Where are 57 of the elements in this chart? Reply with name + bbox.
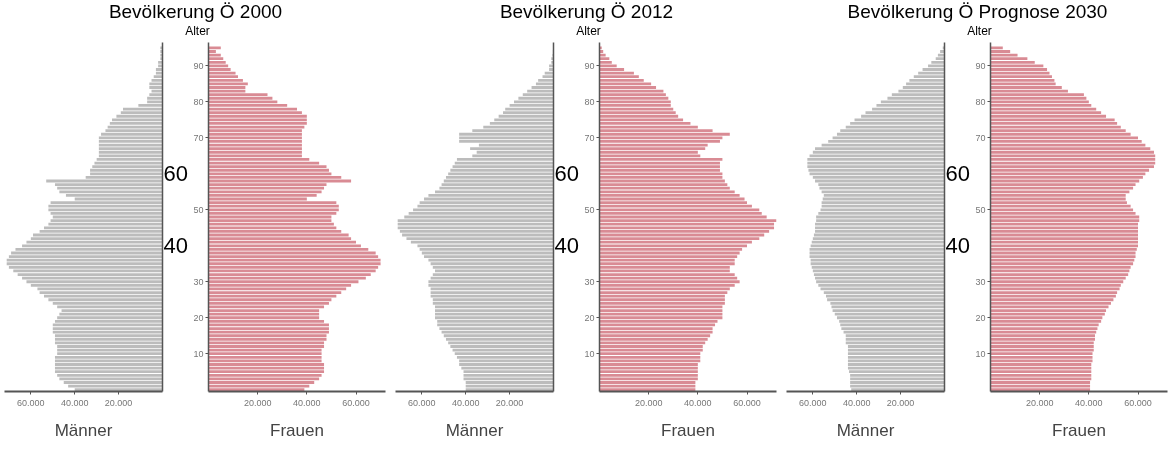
x-tick-label: 20.000 <box>634 397 663 408</box>
x-axis-title: Frauen <box>661 420 715 440</box>
y-tick-label: 80 <box>584 96 595 107</box>
x-tick-label: 60.000 <box>799 397 827 408</box>
y-axis-title: Alter <box>967 24 992 38</box>
x-tick-label: 20.000 <box>886 397 915 408</box>
x-tick-label: 60.000 <box>408 397 436 408</box>
y-tick-label: 40 <box>163 233 188 259</box>
y-tick-label: 30 <box>975 276 986 287</box>
x-axis-title: Frauen <box>270 420 324 440</box>
x-tick-label: 40.000 <box>684 397 712 408</box>
x-tick-label: 60.000 <box>342 397 370 408</box>
y-tick-label: 90 <box>584 60 595 71</box>
y-tick-label: 90 <box>193 60 204 71</box>
y-tick-label: 10 <box>975 348 986 359</box>
chart-title: Bevölkerung Ö Prognose 2030 <box>847 0 1108 24</box>
y-tick-label: 50 <box>975 204 986 215</box>
x-tick-label: 40.000 <box>842 397 871 408</box>
y-tick-label: 80 <box>975 96 986 107</box>
y-tick-label: 30 <box>193 276 204 287</box>
x-tick-label: 20.000 <box>1025 397 1054 408</box>
y-tick-label: 50 <box>584 204 595 215</box>
y-tick-label: 40 <box>554 233 579 259</box>
y-axis-title: Alter <box>185 24 210 38</box>
y-tick-label: 70 <box>193 132 204 143</box>
y-tick-label: 90 <box>975 60 986 71</box>
x-tick-label: 20.000 <box>243 397 272 408</box>
y-tick-label: 60 <box>945 161 970 187</box>
x-tick-label: 40.000 <box>60 397 89 408</box>
chart-title: Bevölkerung Ö 2000 <box>108 0 283 24</box>
x-tick-label: 60.000 <box>1124 397 1152 408</box>
x-axis-title: Frauen <box>1052 420 1106 440</box>
x-tick-label: 40.000 <box>293 397 321 408</box>
x-tick-label: 20.000 <box>104 397 133 408</box>
y-axis-title: Alter <box>576 24 601 38</box>
y-tick-label: 70 <box>584 132 595 143</box>
x-axis-title: Männer <box>54 420 113 440</box>
y-tick-label: 40 <box>945 233 970 259</box>
x-tick-label: 20.000 <box>495 397 524 408</box>
x-tick-label: 40.000 <box>1075 397 1103 408</box>
y-tick-label: 60 <box>163 161 188 187</box>
x-tick-label: 60.000 <box>733 397 761 408</box>
y-tick-label: 60 <box>554 161 579 187</box>
x-axis-title: Männer <box>836 420 895 440</box>
x-axis-title: Männer <box>445 420 504 440</box>
y-tick-label: 20 <box>584 312 595 323</box>
y-tick-label: 10 <box>193 348 204 359</box>
y-tick-label: 80 <box>193 96 204 107</box>
y-tick-label: 30 <box>584 276 595 287</box>
chart-title: Bevölkerung Ö 2012 <box>499 0 674 24</box>
x-tick-label: 40.000 <box>451 397 480 408</box>
y-tick-label: 50 <box>193 204 204 215</box>
y-tick-label: 20 <box>193 312 204 323</box>
y-tick-label: 10 <box>584 348 595 359</box>
y-tick-label: 70 <box>975 132 986 143</box>
x-tick-label: 60.000 <box>17 397 45 408</box>
y-tick-label: 20 <box>975 312 986 323</box>
